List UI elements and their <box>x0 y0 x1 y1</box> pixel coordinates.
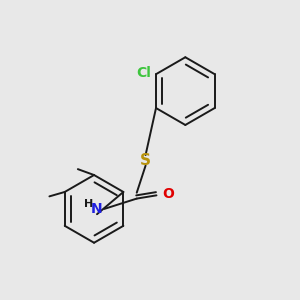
Text: H: H <box>84 199 94 208</box>
Text: N: N <box>91 202 103 216</box>
Text: S: S <box>140 153 151 168</box>
Text: Cl: Cl <box>137 66 152 80</box>
Text: O: O <box>162 187 174 201</box>
